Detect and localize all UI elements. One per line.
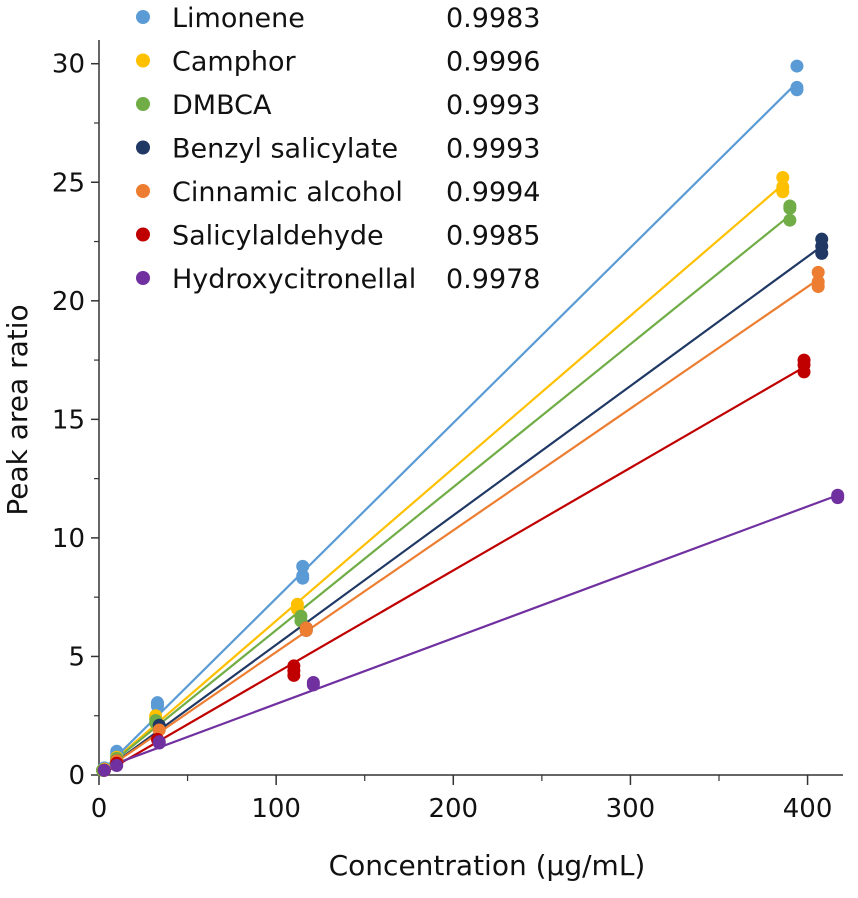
x-tick-label: 400 xyxy=(783,794,833,824)
data-point xyxy=(783,213,797,227)
data-point xyxy=(831,491,845,505)
x-tick-label: 200 xyxy=(428,794,478,824)
data-point xyxy=(811,280,825,294)
y-tick-label: 30 xyxy=(52,50,85,80)
data-point xyxy=(97,763,111,777)
fit-line xyxy=(103,366,805,774)
data-point xyxy=(110,759,124,773)
data-point xyxy=(296,559,310,573)
data-point xyxy=(790,59,804,73)
legend: Limonene 0.9983 Camphor 0.9996 DMBCA 0.9993 Be… xyxy=(136,3,540,295)
legend-label: Limonene xyxy=(172,3,305,34)
y-tick-label: 0 xyxy=(68,761,85,791)
legend-marker xyxy=(136,227,150,242)
legend-r2-value: 0.9978 xyxy=(446,264,540,295)
data-point xyxy=(783,201,797,215)
y-tick-label: 5 xyxy=(68,642,85,672)
legend-r2-value: 0.9985 xyxy=(446,221,540,252)
data-point xyxy=(811,265,825,279)
legend-marker xyxy=(136,97,150,111)
data-point xyxy=(287,668,301,682)
legend-label: Hydroxycitronellal xyxy=(172,264,416,295)
fit-line xyxy=(101,81,798,772)
fit-line xyxy=(103,278,819,772)
data-points xyxy=(96,59,845,777)
legend-label: Cinnamic alcohol xyxy=(172,177,403,208)
x-tick-label: 0 xyxy=(91,794,108,824)
data-point xyxy=(299,623,313,637)
legend-label: Benzyl salicylate xyxy=(172,134,398,165)
legend-r2-value: 0.9994 xyxy=(446,177,540,208)
y-tick-label: 25 xyxy=(52,168,85,198)
legend-marker xyxy=(136,10,150,24)
x-tick-label: 300 xyxy=(606,794,656,824)
fit-lines xyxy=(101,81,839,774)
y-tick-label: 20 xyxy=(52,287,85,317)
legend-r2-value: 0.9993 xyxy=(446,134,540,165)
legend-marker xyxy=(136,271,150,285)
fit-line xyxy=(101,183,784,772)
data-point xyxy=(306,678,320,692)
legend-marker xyxy=(136,184,150,198)
legend-marker xyxy=(136,140,150,155)
legend-label: Salicylaldehyde xyxy=(172,221,384,252)
data-point xyxy=(815,246,829,260)
legend-label: DMBCA xyxy=(172,90,272,121)
data-point xyxy=(776,185,790,199)
legend-label: Camphor xyxy=(172,47,296,78)
legend-r2-value: 0.9993 xyxy=(446,90,540,121)
data-point xyxy=(296,571,310,585)
fit-line xyxy=(103,245,823,772)
legend-marker xyxy=(136,53,150,68)
y-tick-label: 10 xyxy=(52,524,85,554)
x-tick-label: 100 xyxy=(251,794,301,824)
fit-line xyxy=(103,494,839,769)
x-axis-label: Concentration (µg/mL) xyxy=(329,849,646,882)
y-axis-label: Peak area ratio xyxy=(1,304,34,515)
legend-r2-value: 0.9983 xyxy=(446,3,540,34)
fit-line xyxy=(101,214,791,772)
y-tick-label: 15 xyxy=(52,405,85,435)
data-point xyxy=(776,171,790,185)
legend-r2-value: 0.9996 xyxy=(446,47,540,78)
data-point xyxy=(797,365,811,379)
data-point xyxy=(152,736,166,750)
data-point xyxy=(790,80,804,94)
